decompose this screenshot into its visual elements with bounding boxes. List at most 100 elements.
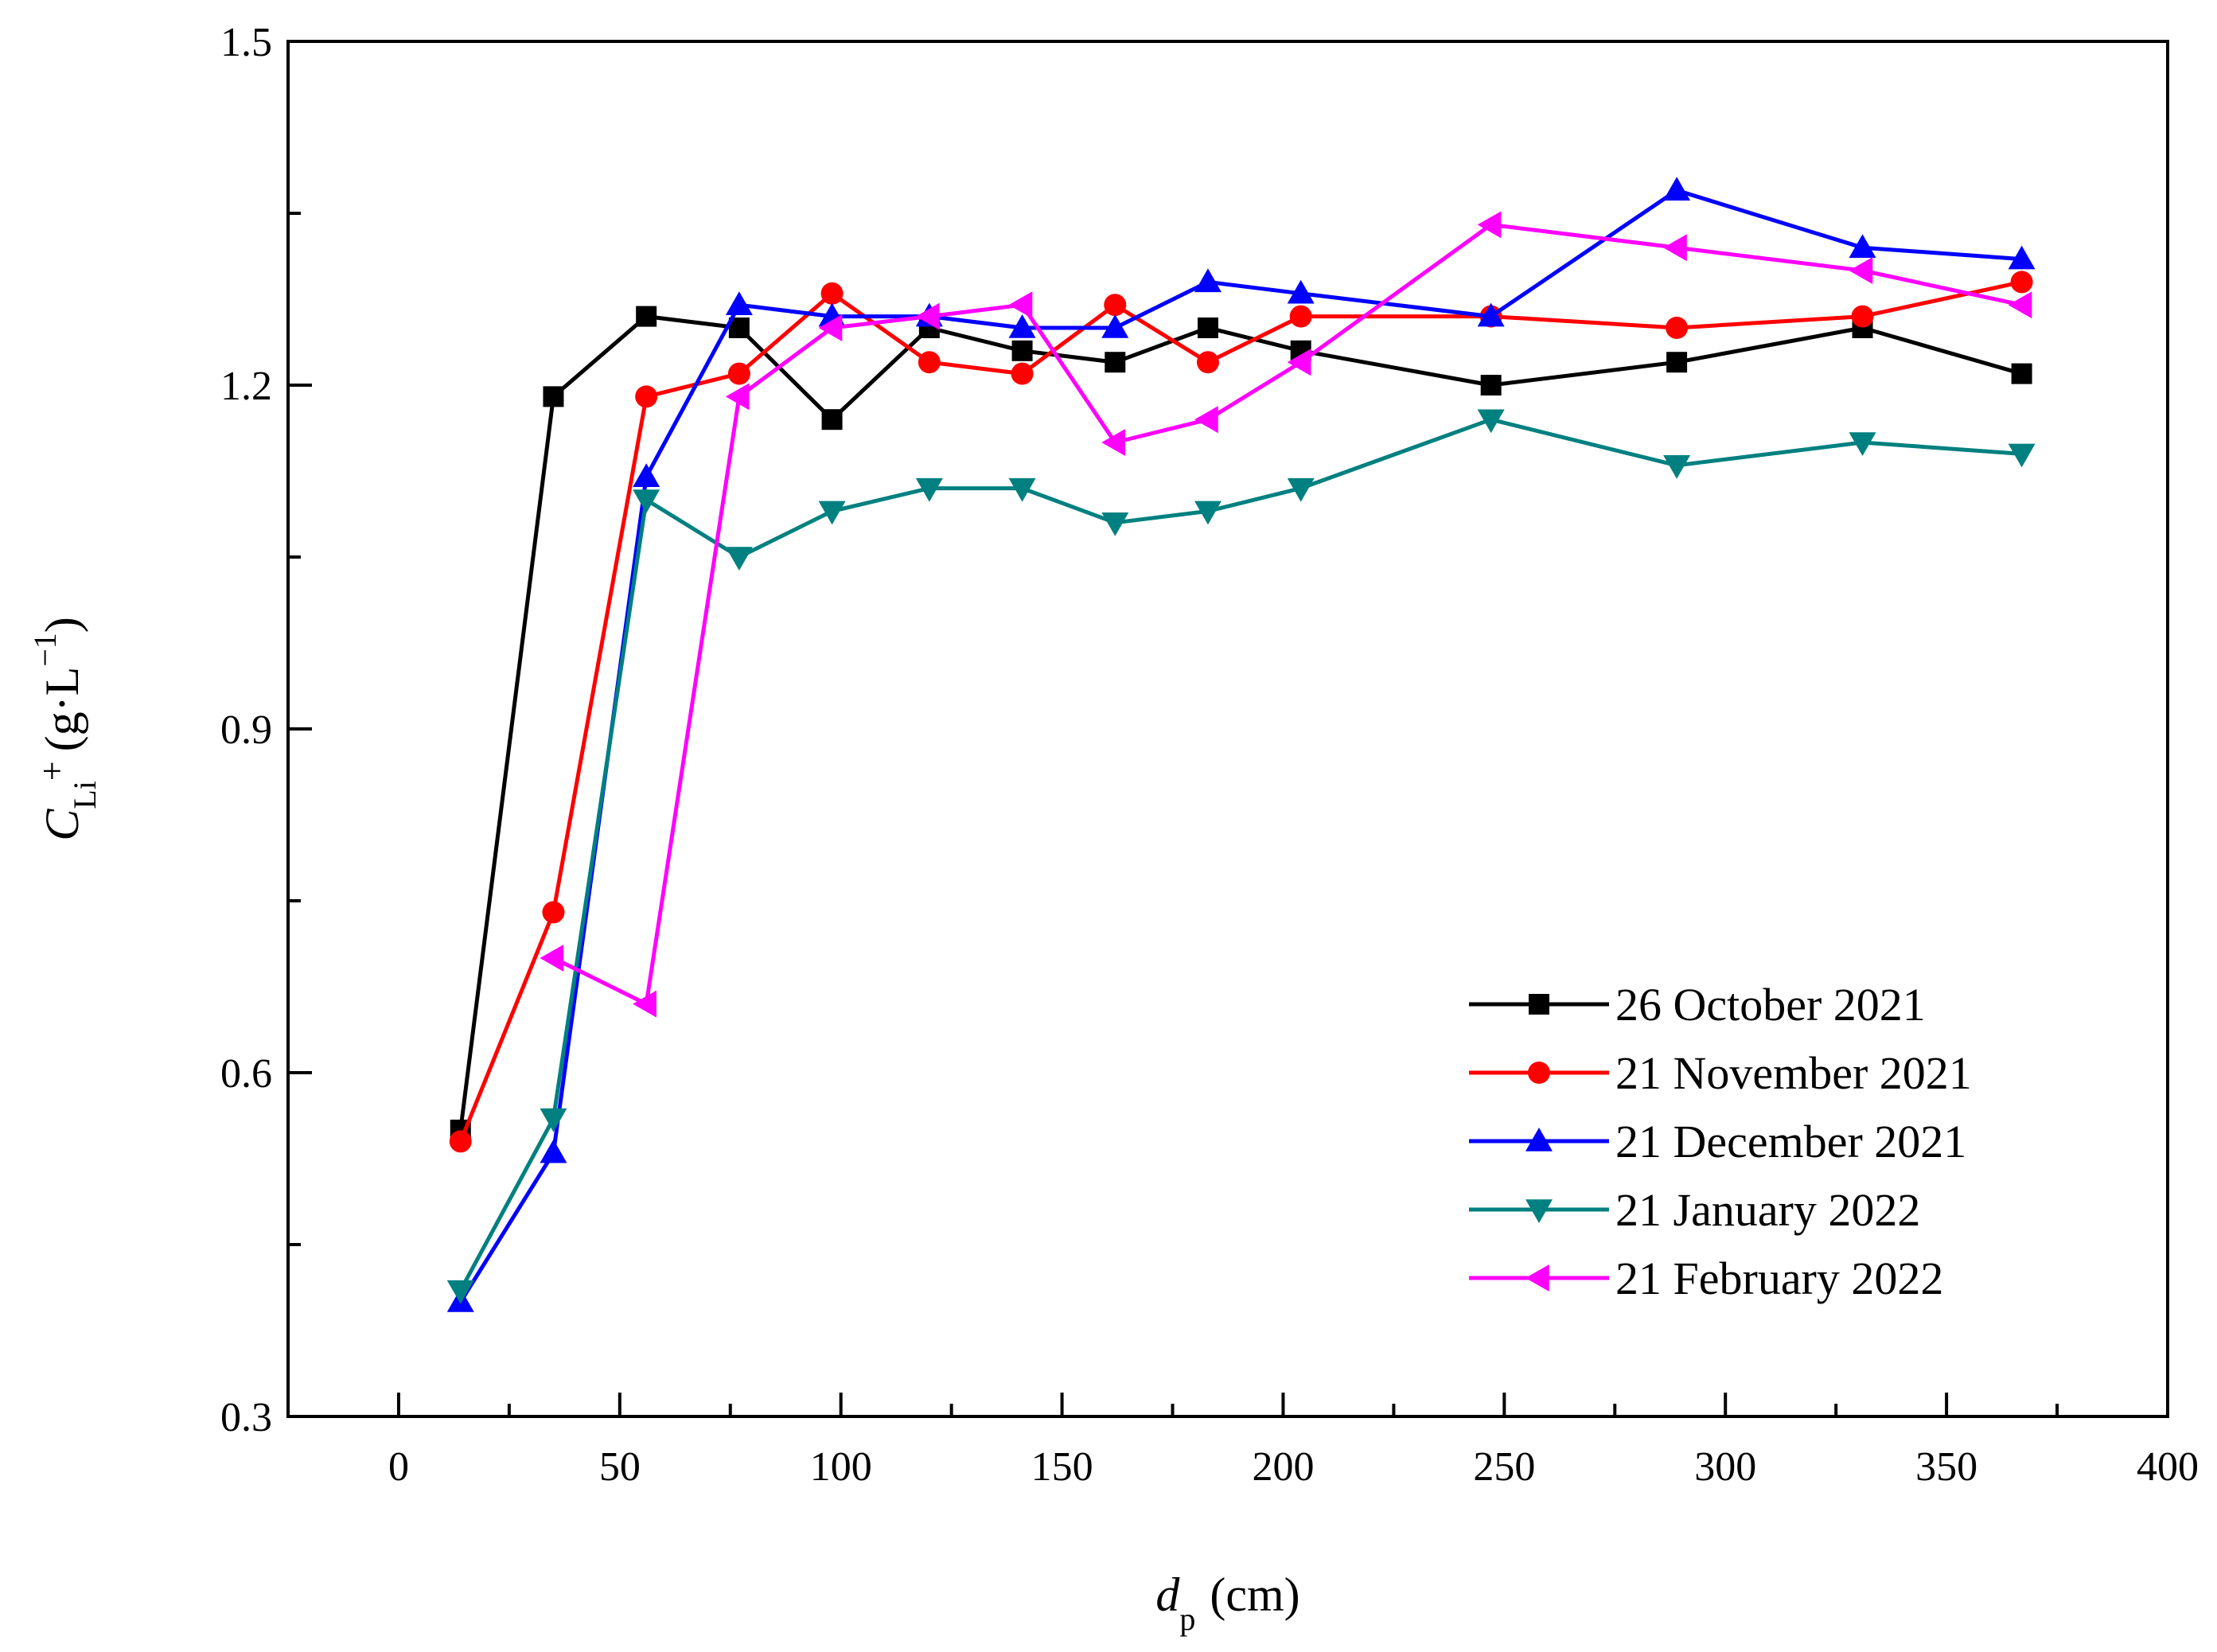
data-point [818,501,846,525]
data-point [1011,340,1033,361]
data-point [1849,432,1876,456]
series-line [458,417,2022,1292]
legend-marker [1528,1062,1550,1084]
x-tick-label: 200 [1252,1444,1314,1490]
data-point [725,291,753,315]
data-point [1194,501,1221,525]
legend-marker [1525,1128,1553,1151]
data-point [2008,443,2036,468]
legend-item: 21 January 2022 [1469,1184,1920,1236]
data-point [820,282,844,305]
data-point [915,477,943,502]
series-1 [450,306,2032,1140]
y-axis-var: C [36,808,88,841]
y-tick-label: 0.9 [220,707,272,753]
data-point [446,1280,474,1304]
series-layer [446,177,2036,1312]
data-point [635,385,658,408]
data-point [2010,271,2033,294]
data-point [1101,429,1126,456]
x-tick-labels: 0 50 100 150 200 250 300 350 400 [388,1444,2199,1490]
legend-label: 21 January 2022 [1615,1184,1920,1236]
data-point [1289,305,1312,328]
legend-item: 26 October 2021 [1469,979,1926,1031]
data-point [633,990,657,1018]
data-point [915,302,940,330]
x-axis-title: dp (cm) [1155,1568,1299,1637]
y-tick-label: 0.6 [220,1051,272,1097]
legend-label: 21 December 2021 [1615,1116,1966,1167]
legend-marker [1525,1199,1553,1223]
data-point [1287,279,1315,304]
y-tick-label: 0.3 [220,1395,272,1440]
legend-item: 21 December 2021 [1469,1116,1966,1167]
series-4 [446,409,2036,1304]
legend-item: 21 February 2022 [1469,1253,1943,1304]
data-point [2008,245,2036,270]
data-point [918,351,941,374]
y-axis-unit-open: (g·L [36,667,88,752]
data-point [1851,305,1874,328]
y-axis-ion: + [33,761,72,781]
legend-label: 21 February 2022 [1615,1253,1943,1304]
data-point [1666,352,1688,373]
legend-label: 21 November 2021 [1615,1047,1972,1099]
data-point [1101,314,1129,338]
data-point [1666,317,1689,339]
legend: 26 October 2021 21 November 2021 21 Decemb… [1469,979,1972,1304]
data-point [1663,234,1687,262]
data-point [725,383,750,411]
data-point [1849,234,1876,258]
data-point [1101,512,1129,536]
x-axis-var: d [1155,1568,1180,1621]
x-tick-label: 50 [599,1444,641,1490]
legend-marker [1525,1264,1549,1292]
data-point [1849,257,1873,284]
x-tick-label: 150 [1031,1444,1093,1490]
data-point [1105,352,1126,373]
y-axis-title: CLi+ (g·L−1) [27,617,103,841]
data-point [540,1139,567,1163]
data-point [818,314,843,341]
data-point [449,1130,472,1153]
data-point [1197,318,1218,338]
data-point [543,386,564,407]
data-point [2008,291,2032,319]
data-point [1477,211,1502,239]
x-tick-label: 100 [810,1444,872,1490]
data-point [1104,294,1127,317]
x-tick-label: 250 [1473,1444,1535,1490]
data-point [727,362,750,385]
y-tick-label: 1.2 [220,364,272,409]
data-point [633,463,660,487]
data-point [542,901,565,924]
series-2 [449,271,2033,1153]
data-point [821,409,843,431]
data-point [1663,455,1691,479]
series-5 [540,211,2032,1018]
legend-item: 21 November 2021 [1469,1047,1972,1099]
data-point [1287,349,1311,376]
data-point [540,1108,567,1132]
legend-label: 26 October 2021 [1615,979,1926,1031]
y-axis-unit-exp: −1 [27,633,63,667]
legend-marker [1529,994,1549,1015]
data-point [1194,406,1218,434]
data-point [1477,302,1505,327]
y-axis-unit-close: ) [36,617,88,633]
data-point [636,306,657,327]
data-point [633,489,660,513]
data-point [1011,362,1034,385]
y-tick-labels: 0.3 0.6 0.9 1.2 1.5 [220,20,272,1440]
x-tick-label: 400 [2137,1444,2199,1490]
data-point [1008,314,1036,338]
data-point [540,945,564,972]
data-point [2011,363,2032,384]
data-point [1194,268,1221,293]
data-point [1287,477,1315,502]
x-tick-label: 300 [1694,1444,1756,1490]
y-tick-label: 1.5 [220,20,272,65]
data-point [1663,177,1691,201]
series-line [458,314,2023,1131]
